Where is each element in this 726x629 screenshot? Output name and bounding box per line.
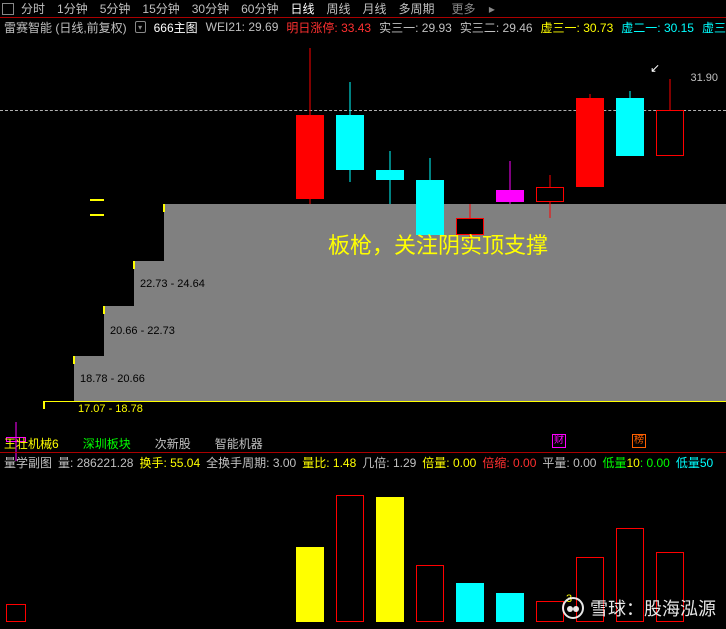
tab-15min[interactable]: 15分钟	[137, 0, 184, 17]
jibei: 几倍: 1.29	[362, 454, 416, 470]
badge-bang[interactable]: 榜	[632, 434, 646, 448]
sector-tags: 王壮机械6 深圳板块 次新股 智能机器	[0, 435, 263, 452]
stock-name: 雷赛智能 (日线,前复权)	[4, 19, 127, 36]
tag-3[interactable]: 次新股	[155, 435, 191, 452]
volume-header: 量学副图 量: 286221.28 换手: 55.04 全换手周期: 3.00 …	[0, 454, 713, 470]
tab-indicator-icon[interactable]	[2, 3, 14, 15]
x31: 虚三一: 30.73	[541, 19, 614, 36]
candle	[296, 36, 324, 468]
candle	[656, 36, 684, 468]
tab-5min[interactable]: 5分钟	[95, 0, 136, 17]
volume-bar	[296, 547, 324, 622]
limit-up: 明日涨停: 33.43	[286, 19, 371, 36]
beisuo: 倍缩: 0.00	[482, 454, 536, 470]
low: 低量10: 0.00	[602, 454, 669, 470]
watermark: 雪球：股海泓源	[562, 595, 716, 621]
turn: 换手: 55.04	[139, 454, 200, 470]
vol: 量: 286221.28	[58, 454, 133, 470]
baseline-label: 17.07 - 18.78	[78, 403, 143, 415]
tab-daily[interactable]: 日线	[285, 0, 319, 17]
volume-bar	[6, 604, 26, 622]
volume-bar	[336, 495, 364, 622]
ratio: 量比: 1.48	[302, 454, 356, 470]
ping: 平量: 0.00	[542, 454, 596, 470]
tab-1min[interactable]: 1分钟	[52, 0, 93, 17]
tab-weekly[interactable]: 周线	[321, 0, 355, 17]
last-price-label: 31.90	[690, 72, 718, 84]
volume-bar	[376, 497, 404, 622]
tag-2[interactable]: 深圳板块	[83, 435, 131, 452]
tab-60min[interactable]: 60分钟	[236, 0, 283, 17]
tab-more[interactable]: 更多 ▸	[442, 0, 505, 17]
s32: 实三二: 29.46	[460, 19, 533, 36]
tab-fenshi[interactable]: 分时	[16, 0, 50, 17]
s31: 实三一: 29.93	[379, 19, 452, 36]
tab-30min[interactable]: 30分钟	[187, 0, 234, 17]
chart-header: 雷赛智能 (日线,前复权) ▾ 666主图 WEI21: 29.69 明日涨停:…	[0, 18, 726, 36]
timeframe-tabs: 分时 1分钟 5分钟 15分钟 30分钟 60分钟 日线 周线 月线 多周期 更…	[0, 0, 726, 18]
dropdown-icon[interactable]: ▾	[135, 21, 146, 33]
volume-bar	[496, 593, 524, 622]
wei-label: WEI21: 29.69	[206, 20, 279, 34]
tag-1[interactable]: 王壮机械6	[4, 435, 59, 452]
tag-4[interactable]: 智能机器	[215, 435, 263, 452]
arrow-icon: ↙	[650, 61, 660, 75]
candlestick-chart[interactable]: 22.73 - 24.6420.66 - 22.7318.78 - 20.661…	[0, 36, 726, 468]
badge-cai[interactable]: 财	[552, 434, 566, 448]
volume-bar	[416, 565, 444, 622]
candle	[616, 36, 644, 468]
tab-multi[interactable]: 多周期	[394, 0, 440, 17]
low3: 低量50	[676, 454, 713, 470]
volume-bar	[456, 583, 484, 622]
divider-1	[0, 452, 726, 453]
main-indicator: 666主图	[154, 19, 198, 36]
candle	[576, 36, 604, 468]
x21: 虚二一: 30.15	[621, 19, 694, 36]
chart-annotation: 板枪，关注阴实顶支撑	[328, 228, 548, 260]
xueqiu-icon	[562, 597, 584, 619]
watermark-text: 雪球：股海泓源	[590, 595, 716, 621]
tab-monthly[interactable]: 月线	[358, 0, 392, 17]
left-ref-candle	[6, 36, 26, 468]
cycle: 全换手周期: 3.00	[206, 454, 296, 470]
volume-bar	[536, 601, 564, 622]
vol-title: 量学副图	[4, 454, 52, 470]
beiliang: 倍量: 0.00	[422, 454, 476, 470]
x3: 虚三	[702, 19, 726, 36]
